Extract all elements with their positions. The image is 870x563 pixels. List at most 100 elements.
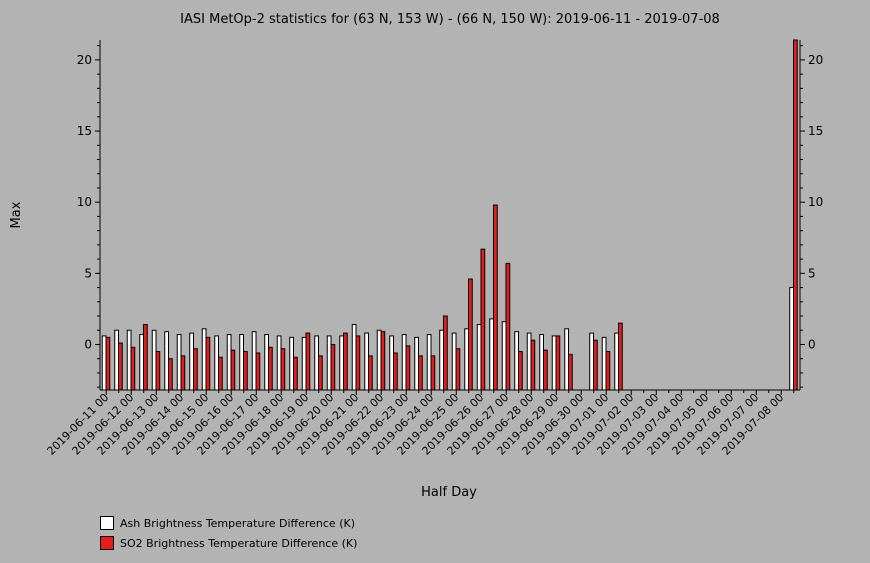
chart-title: IASI MetOp-2 statistics for (63 N, 153 W… <box>180 12 720 27</box>
y-tick-label-left: 5 <box>84 266 92 280</box>
legend-label-ash: Ash Brightness Temperature Difference (K… <box>120 516 355 530</box>
so2-bar <box>493 204 498 391</box>
ash-bar <box>189 332 194 391</box>
ash-bar <box>126 329 132 391</box>
ash-bar <box>539 334 544 391</box>
so2-bar <box>593 339 598 391</box>
so2-bar <box>418 355 423 391</box>
ash-bar <box>564 328 569 391</box>
so2-bar <box>618 322 623 391</box>
ash-bar <box>326 335 332 391</box>
so2-bar <box>318 355 323 391</box>
ash-bar <box>614 332 619 391</box>
so2-bar <box>268 346 273 391</box>
so2-bar <box>343 332 348 391</box>
so2-bar <box>205 336 211 391</box>
so2-bar <box>368 355 373 391</box>
bars-group <box>101 39 798 391</box>
so2-bar <box>293 356 298 391</box>
so2-bar <box>468 278 473 391</box>
so2-bar <box>180 355 186 391</box>
y-tick-label-right: 20 <box>808 53 823 67</box>
ash-bar <box>214 335 219 391</box>
so2-bar <box>568 353 573 391</box>
ash-bar <box>314 335 319 391</box>
y-tick-label-right: 10 <box>808 195 823 209</box>
ash-bar <box>289 336 294 391</box>
so2-bar <box>218 356 223 391</box>
ash-bar <box>601 336 607 391</box>
ash-bar <box>176 334 182 391</box>
so2-bar <box>243 351 248 391</box>
ash-bar <box>251 331 257 391</box>
ash-bar <box>376 329 382 391</box>
so2-bar <box>105 336 111 391</box>
so2-bar <box>480 248 486 391</box>
legend-item-ash: Ash Brightness Temperature Difference (K… <box>100 513 357 533</box>
legend-swatch-ash <box>100 516 114 530</box>
so2-bar <box>280 348 286 391</box>
ash-bar <box>351 324 357 391</box>
so2-bar <box>430 355 436 391</box>
y-tick-label-left: 15 <box>77 124 92 138</box>
so2-bar <box>118 342 123 391</box>
ash-bar <box>451 332 457 391</box>
ash-bar <box>226 334 232 391</box>
ash-bar <box>476 324 482 391</box>
y-tick-label-right: 15 <box>808 124 823 138</box>
ash-bar <box>101 335 107 391</box>
ash-bar <box>414 336 419 391</box>
so2-bar <box>518 351 523 391</box>
so2-bar <box>793 39 798 391</box>
ash-bar <box>439 329 444 391</box>
so2-bar <box>193 348 198 391</box>
ash-bar <box>551 335 557 391</box>
ash-bar <box>589 332 594 391</box>
so2-bar <box>505 262 511 391</box>
so2-bar <box>555 335 561 391</box>
legend-item-so2: SO2 Brightness Temperature Difference (K… <box>100 533 357 553</box>
y-tick-label-left: 20 <box>77 53 92 67</box>
so2-bar <box>543 349 548 391</box>
ash-bar <box>514 331 519 391</box>
ash-bar <box>201 328 207 391</box>
legend-label-so2: SO2 Brightness Temperature Difference (K… <box>120 536 358 550</box>
ash-bar <box>526 332 532 391</box>
legend-swatch-so2 <box>100 536 114 550</box>
y-tick-label-right: 5 <box>808 266 816 280</box>
so2-bar <box>330 343 336 391</box>
y-axis-label: Max <box>9 201 24 228</box>
ash-bar <box>426 334 432 391</box>
so2-bar <box>455 348 461 391</box>
ash-bar <box>389 335 394 391</box>
ash-bar <box>139 334 144 391</box>
ash-bar <box>114 329 119 391</box>
ash-bar <box>239 334 244 391</box>
so2-bar <box>380 331 386 391</box>
ash-bar <box>401 334 407 391</box>
so2-bar <box>443 315 448 391</box>
ash-bar <box>339 335 344 391</box>
so2-bar <box>255 352 261 391</box>
ash-bar <box>301 336 307 391</box>
so2-bar <box>143 324 148 391</box>
ash-bar <box>364 332 369 391</box>
so2-bar <box>305 332 311 391</box>
so2-bar <box>605 351 611 391</box>
y-tick-label-left: 10 <box>77 195 92 209</box>
ash-bar <box>489 318 494 391</box>
so2-bar <box>355 335 361 391</box>
ash-bar <box>164 331 169 391</box>
so2-bar <box>130 346 136 391</box>
x-axis-label: Half Day <box>421 485 477 500</box>
ash-bar <box>464 328 469 391</box>
ash-bar <box>789 287 794 391</box>
legend: Ash Brightness Temperature Difference (K… <box>100 513 357 553</box>
ash-bar <box>501 321 507 391</box>
ash-bar <box>264 334 269 391</box>
so2-bar <box>155 351 161 391</box>
so2-bar <box>230 349 236 391</box>
ash-bar <box>151 329 157 391</box>
